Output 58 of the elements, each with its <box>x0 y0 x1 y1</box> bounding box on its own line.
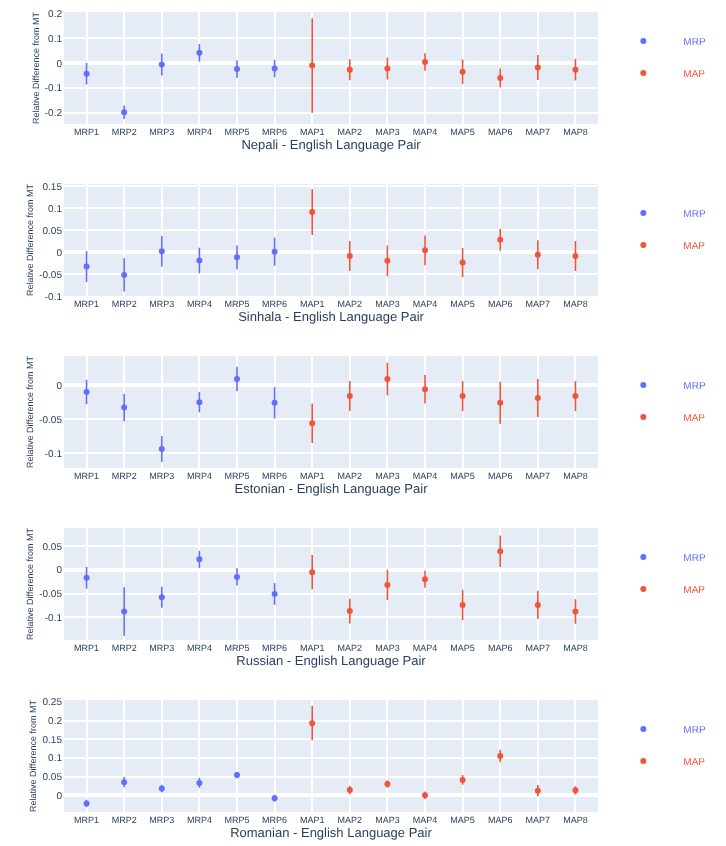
point <box>271 399 278 406</box>
point <box>309 720 316 727</box>
point <box>346 253 353 260</box>
point <box>309 569 316 576</box>
point <box>572 253 579 260</box>
point <box>497 548 504 555</box>
point <box>83 388 90 395</box>
point <box>233 573 240 580</box>
point <box>196 399 203 406</box>
point <box>422 59 429 66</box>
point <box>459 601 466 608</box>
point <box>346 393 353 400</box>
point <box>534 601 541 608</box>
point <box>384 65 391 72</box>
point <box>497 74 504 81</box>
point <box>271 248 278 255</box>
point <box>158 446 165 452</box>
point <box>534 64 541 71</box>
point <box>121 271 128 278</box>
point <box>233 376 240 383</box>
point <box>384 376 391 383</box>
point <box>497 236 504 243</box>
point <box>459 68 466 75</box>
point <box>196 556 203 563</box>
point <box>497 399 504 406</box>
point <box>196 49 203 56</box>
point <box>196 257 203 264</box>
point <box>309 209 316 216</box>
point <box>497 753 504 759</box>
point <box>384 581 391 588</box>
point <box>346 66 353 73</box>
point <box>309 62 316 69</box>
point <box>83 70 90 77</box>
point <box>83 263 90 270</box>
point <box>572 608 579 615</box>
point <box>158 248 165 255</box>
point <box>158 594 165 601</box>
point <box>271 590 278 597</box>
point <box>158 61 165 68</box>
point <box>534 395 541 402</box>
point <box>534 251 541 258</box>
point <box>121 608 128 615</box>
point <box>422 247 429 254</box>
point <box>422 576 429 583</box>
point <box>233 254 240 261</box>
point <box>346 608 353 615</box>
point <box>459 259 466 266</box>
point <box>121 109 128 116</box>
point <box>572 66 579 73</box>
point <box>572 393 579 400</box>
point <box>384 257 391 264</box>
point <box>121 404 128 411</box>
point <box>233 66 240 72</box>
point <box>309 420 316 427</box>
point <box>83 574 90 581</box>
point <box>459 393 466 400</box>
point <box>422 386 429 393</box>
point <box>271 65 278 72</box>
